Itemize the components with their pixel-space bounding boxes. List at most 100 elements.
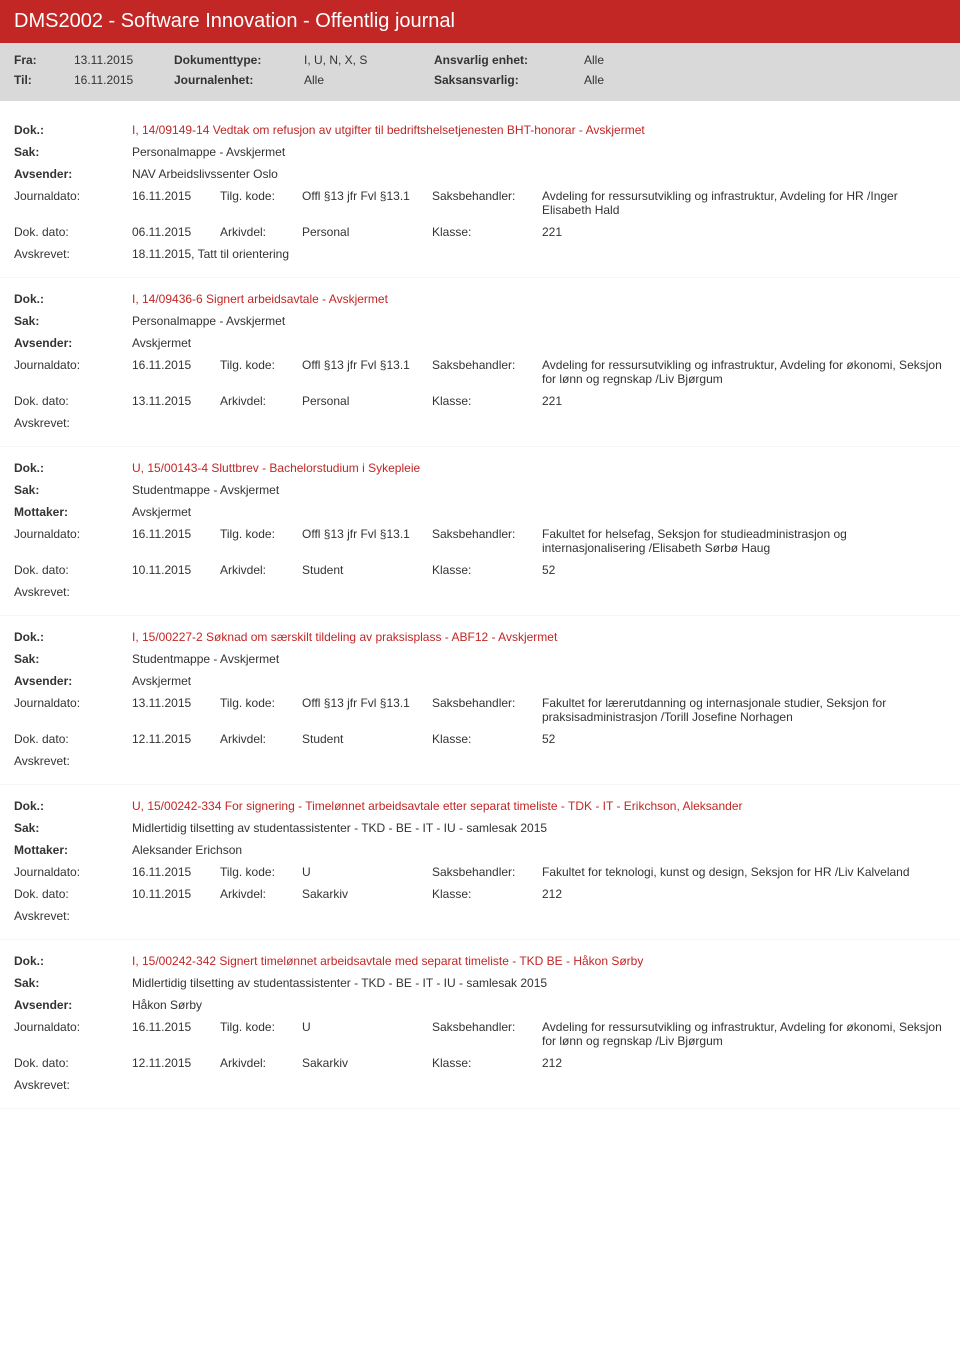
party-label: Avsender: — [14, 998, 132, 1012]
dokdato-label: Dok. dato: — [14, 1056, 132, 1070]
doktype-value: I, U, N, X, S — [304, 53, 434, 67]
filter-panel: Fra: 13.11.2015 Dokumenttype: I, U, N, X… — [0, 43, 960, 101]
dok-value: U, 15/00143-4 Sluttbrev - Bachelorstudiu… — [132, 461, 946, 475]
avskrevet-label: Avskrevet: — [14, 754, 132, 768]
saksbehandler-label: Saksbehandler: — [432, 358, 542, 372]
dokdato-value: 10.11.2015 — [132, 887, 220, 901]
journal-entry: Dok.: I, 15/00227-2 Søknad om særskilt t… — [0, 616, 960, 785]
sak-value: Personalmappe - Avskjermet — [132, 314, 946, 328]
party-line: Mottaker: Aleksander Erichson — [14, 843, 946, 857]
party-line: Avsender: Avskjermet — [14, 336, 946, 350]
saksbehandler-value: Fakultet for teknologi, kunst og design,… — [542, 865, 946, 879]
journaldato-label: Journaldato: — [14, 358, 132, 372]
til-value: 16.11.2015 — [74, 73, 174, 87]
party-value: NAV Arbeidslivssenter Oslo — [132, 167, 946, 181]
journaldato-line: Journaldato: 16.11.2015 Tilg. kode: Offl… — [14, 189, 946, 217]
journaldato-line: Journaldato: 16.11.2015 Tilg. kode: U Sa… — [14, 865, 946, 879]
journal-entry: Dok.: I, 14/09149-14 Vedtak om refusjon … — [0, 109, 960, 278]
avskrevet-line: Avskrevet: 18.11.2015, Tatt til orienter… — [14, 247, 946, 261]
avskrevet-label: Avskrevet: — [14, 247, 132, 261]
sak-label: Sak: — [14, 314, 132, 328]
klasse-value: 52 — [542, 732, 946, 746]
arkivdel-value: Personal — [302, 394, 432, 408]
sak-label: Sak: — [14, 483, 132, 497]
tilgkode-label: Tilg. kode: — [220, 1020, 302, 1034]
party-line: Avsender: Avskjermet — [14, 674, 946, 688]
avskrevet-label: Avskrevet: — [14, 1078, 132, 1092]
dokdato-value: 10.11.2015 — [132, 563, 220, 577]
avskrevet-line: Avskrevet: — [14, 754, 946, 768]
saksbehandler-value: Avdeling for ressursutvikling og infrast… — [542, 358, 946, 386]
sak-line: Sak: Studentmappe - Avskjermet — [14, 652, 946, 666]
journaldato-label: Journaldato: — [14, 1020, 132, 1034]
journal-entry: Dok.: U, 15/00242-334 For signering - Ti… — [0, 785, 960, 940]
saksbehandler-label: Saksbehandler: — [432, 189, 542, 203]
avskrevet-line: Avskrevet: — [14, 1078, 946, 1092]
arkivdel-label: Arkivdel: — [220, 394, 302, 408]
dokdato-value: 12.11.2015 — [132, 732, 220, 746]
saksbehandler-label: Saksbehandler: — [432, 696, 542, 710]
tilgkode-value: U — [302, 1020, 432, 1034]
tilgkode-value: Offl §13 jfr Fvl §13.1 — [302, 358, 432, 372]
party-label: Avsender: — [14, 167, 132, 181]
sak-line: Sak: Personalmappe - Avskjermet — [14, 314, 946, 328]
avskrevet-line: Avskrevet: — [14, 909, 946, 923]
arkivdel-label: Arkivdel: — [220, 887, 302, 901]
dok-line: Dok.: U, 15/00242-334 For signering - Ti… — [14, 799, 946, 813]
tilgkode-label: Tilg. kode: — [220, 865, 302, 879]
sak-label: Sak: — [14, 145, 132, 159]
fra-value: 13.11.2015 — [74, 53, 174, 67]
dok-label: Dok.: — [14, 123, 132, 137]
title-text: DMS2002 - Software Innovation - Offentli… — [14, 10, 455, 32]
tilgkode-value: Offl §13 jfr Fvl §13.1 — [302, 527, 432, 541]
avskrevet-value: 18.11.2015, Tatt til orientering — [132, 247, 946, 261]
party-value: Avskjermet — [132, 674, 946, 688]
arkivdel-value: Sakarkiv — [302, 887, 432, 901]
dok-line: Dok.: U, 15/00143-4 Sluttbrev - Bachelor… — [14, 461, 946, 475]
dok-value: U, 15/00242-334 For signering - Timelønn… — [132, 799, 946, 813]
journaldato-line: Journaldato: 13.11.2015 Tilg. kode: Offl… — [14, 696, 946, 724]
arkivdel-value: Student — [302, 563, 432, 577]
klasse-label: Klasse: — [432, 225, 542, 239]
filter-row-2: Til: 16.11.2015 Journalenhet: Alle Saksa… — [14, 73, 946, 87]
saksbehandler-value: Fakultet for helsefag, Seksjon for studi… — [542, 527, 946, 555]
ansvarlig-value: Alle — [584, 53, 684, 67]
klasse-value: 52 — [542, 563, 946, 577]
entries-list: Dok.: I, 14/09149-14 Vedtak om refusjon … — [0, 101, 960, 1129]
dok-line: Dok.: I, 14/09149-14 Vedtak om refusjon … — [14, 123, 946, 137]
sak-value: Studentmappe - Avskjermet — [132, 483, 946, 497]
saksansvarlig-label: Saksansvarlig: — [434, 73, 584, 87]
party-label: Avsender: — [14, 674, 132, 688]
dokdato-line: Dok. dato: 13.11.2015 Arkivdel: Personal… — [14, 394, 946, 408]
tilgkode-label: Tilg. kode: — [220, 696, 302, 710]
saksbehandler-label: Saksbehandler: — [432, 865, 542, 879]
dokdato-line: Dok. dato: 10.11.2015 Arkivdel: Student … — [14, 563, 946, 577]
journaldato-label: Journaldato: — [14, 865, 132, 879]
saksansvarlig-value: Alle — [584, 73, 684, 87]
arkivdel-value: Sakarkiv — [302, 1056, 432, 1070]
party-value: Håkon Sørby — [132, 998, 946, 1012]
arkivdel-value: Student — [302, 732, 432, 746]
dokdato-label: Dok. dato: — [14, 225, 132, 239]
sak-value: Personalmappe - Avskjermet — [132, 145, 946, 159]
journaldato-line: Journaldato: 16.11.2015 Tilg. kode: U Sa… — [14, 1020, 946, 1048]
klasse-label: Klasse: — [432, 887, 542, 901]
dok-label: Dok.: — [14, 630, 132, 644]
arkivdel-label: Arkivdel: — [220, 1056, 302, 1070]
sak-line: Sak: Midlertidig tilsetting av studentas… — [14, 976, 946, 990]
journaldato-label: Journaldato: — [14, 527, 132, 541]
avskrevet-line: Avskrevet: — [14, 585, 946, 599]
party-value: Aleksander Erichson — [132, 843, 946, 857]
klasse-label: Klasse: — [432, 732, 542, 746]
dok-label: Dok.: — [14, 292, 132, 306]
party-label: Mottaker: — [14, 843, 132, 857]
ansvarlig-label: Ansvarlig enhet: — [434, 53, 584, 67]
dokdato-value: 06.11.2015 — [132, 225, 220, 239]
dok-line: Dok.: I, 15/00242-342 Signert timelønnet… — [14, 954, 946, 968]
journaldato-label: Journaldato: — [14, 696, 132, 710]
journaldato-value: 16.11.2015 — [132, 189, 220, 203]
dok-label: Dok.: — [14, 954, 132, 968]
klasse-value: 221 — [542, 394, 946, 408]
dok-value: I, 15/00227-2 Søknad om særskilt tildeli… — [132, 630, 946, 644]
til-label: Til: — [14, 73, 74, 87]
